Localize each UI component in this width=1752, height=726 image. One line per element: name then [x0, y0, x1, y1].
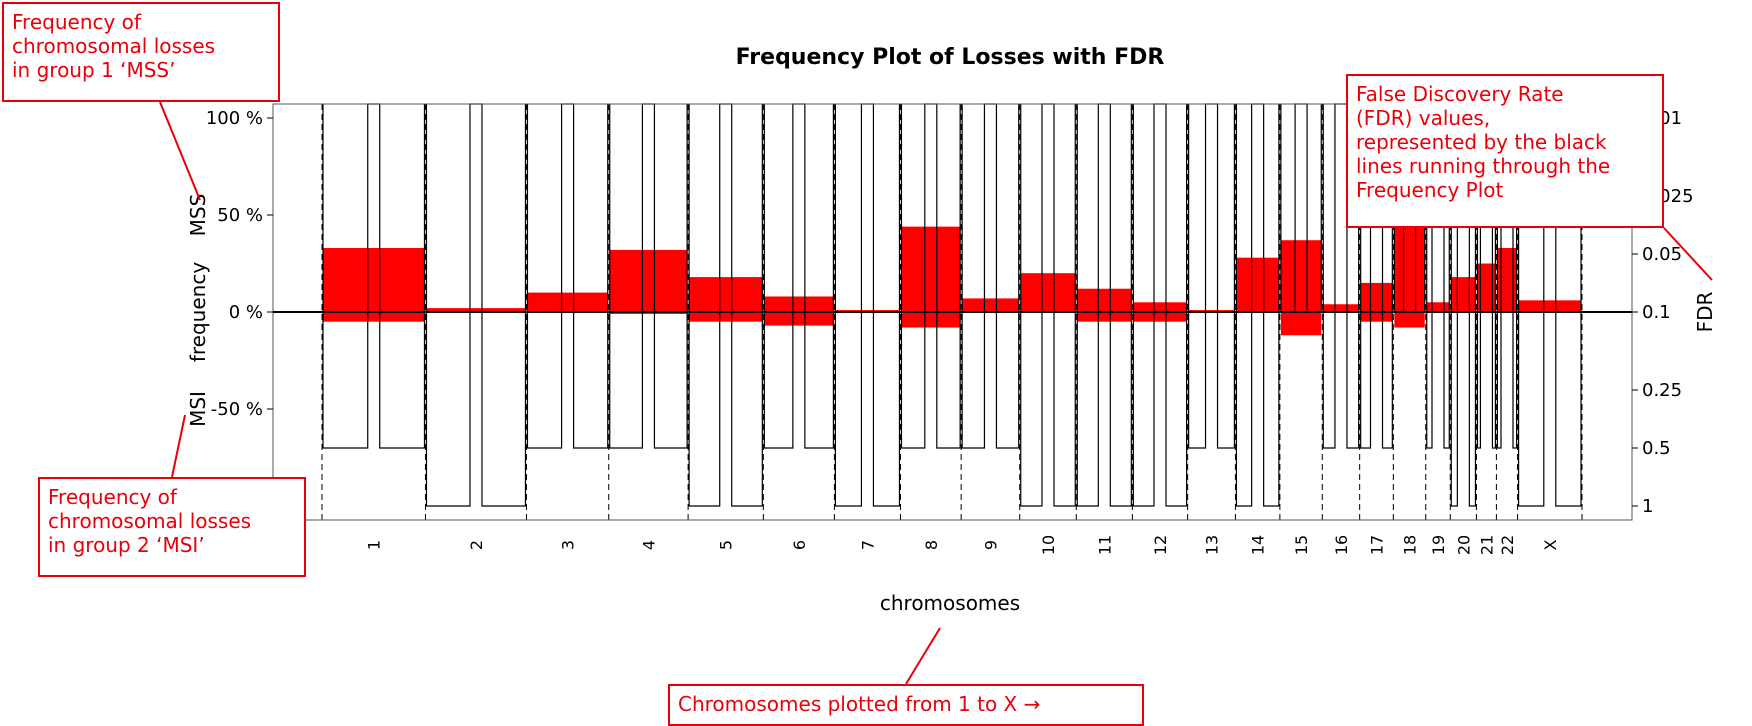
y-tick-label-3: -50 % — [211, 399, 263, 420]
fdr-tick-label-5: 0.5 — [1642, 438, 1671, 459]
chromosome-label-12: 12 — [1151, 535, 1170, 555]
chromosome-label-15: 15 — [1292, 535, 1311, 555]
mss-bar-3 — [527, 292, 608, 312]
chart-title: Frequency Plot of Losses with FDR — [736, 45, 1165, 70]
x-axis-label: chromosomes — [880, 591, 1020, 615]
chromosome-label-X: X — [1541, 539, 1560, 550]
callout-fdr: False Discovery Rate (FDR) values, repre… — [1346, 74, 1664, 228]
mss-bar-1 — [323, 247, 425, 312]
mss-bar-2 — [426, 308, 526, 312]
mss-bar-18 — [1394, 224, 1425, 312]
leader-msi — [171, 414, 186, 478]
fdr-line-6 — [763, 103, 834, 449]
mss-bar-5 — [689, 277, 763, 312]
fdr-axis-label: FDR — [1693, 292, 1717, 333]
mss-bar-9 — [962, 298, 1019, 312]
chromosome-label-18: 18 — [1401, 535, 1420, 555]
chromosome-label-6: 6 — [790, 540, 809, 550]
callout-msi: Frequency of chromosomal losses in group… — [38, 477, 306, 577]
msi-bar-6 — [764, 312, 834, 326]
msi-bar-17 — [1360, 312, 1393, 322]
mss-bar-15 — [1280, 240, 1322, 312]
fdr-line-3 — [526, 103, 609, 449]
mss-bar-22 — [1497, 247, 1517, 312]
msi-bar-15 — [1280, 312, 1322, 336]
msi-bar-18 — [1394, 312, 1425, 328]
chromosome-label-22: 22 — [1498, 535, 1517, 555]
fdr-tick-label-2: 0.05 — [1642, 244, 1682, 265]
fdr-tick-label-6: 1 — [1642, 496, 1653, 517]
chromosome-label-17: 17 — [1368, 535, 1387, 555]
mss-bar-6 — [764, 296, 834, 312]
mss-bar-19 — [1426, 302, 1450, 312]
mss-bar-17 — [1360, 282, 1393, 312]
mss-bar-16 — [1323, 304, 1359, 312]
y-tick-label-2: 0 % — [229, 302, 263, 323]
mss-bar-8 — [901, 226, 961, 312]
msi-bar-12 — [1133, 312, 1187, 322]
fdr-line-7 — [834, 103, 901, 507]
fdr-line-9 — [961, 103, 1020, 449]
chromosome-label-2: 2 — [467, 540, 486, 550]
msi-bar-11 — [1077, 312, 1132, 322]
leader-mss — [159, 101, 201, 201]
fdr-tick-label-4: 0.25 — [1642, 380, 1682, 401]
mss-bar-11 — [1077, 288, 1132, 312]
chromosome-label-9: 9 — [981, 540, 1000, 550]
chromosome-label-14: 14 — [1249, 535, 1268, 555]
chromosome-label-5: 5 — [717, 540, 736, 550]
chromosome-label-3: 3 — [559, 540, 578, 550]
mss-bar-14 — [1236, 257, 1279, 312]
y-tick-label-0: 100 % — [206, 108, 263, 129]
leader-fdr — [1663, 227, 1713, 281]
mss-bar-21 — [1477, 263, 1496, 312]
chromosome-label-19: 19 — [1429, 535, 1448, 555]
chromosome-label-10: 10 — [1039, 535, 1058, 555]
callout-chromosomes: Chromosomes plotted from 1 to X → — [668, 684, 1144, 726]
chromosome-label-16: 16 — [1332, 535, 1351, 555]
fdr-line-13 — [1188, 103, 1236, 449]
callout-mss: Frequency of chromosomal losses in group… — [2, 2, 280, 102]
mss-group-label: MSS — [186, 194, 210, 237]
mss-bar-4 — [609, 249, 688, 312]
chromosome-label-7: 7 — [858, 540, 877, 550]
mss-bar-12 — [1133, 302, 1187, 312]
mss-bar-20 — [1451, 277, 1476, 312]
y-axis-label: frequency — [186, 262, 210, 362]
fdr-line-2 — [425, 103, 527, 507]
chromosome-label-1: 1 — [365, 540, 384, 550]
msi-group-label: MSI — [186, 391, 210, 427]
msi-bar-5 — [689, 312, 763, 322]
chromosome-label-4: 4 — [639, 540, 658, 550]
leader-chromosomes — [905, 627, 941, 685]
y-tick-label-1: 50 % — [217, 205, 263, 226]
msi-bar-1 — [323, 312, 425, 322]
chromosome-label-20: 20 — [1454, 535, 1473, 555]
chromosome-label-13: 13 — [1203, 535, 1222, 555]
fdr-tick-label-3: 0.1 — [1642, 302, 1671, 323]
msi-bar-8 — [901, 312, 961, 328]
chromosome-label-11: 11 — [1095, 535, 1114, 555]
mss-bar-X — [1518, 300, 1581, 312]
chromosome-label-21: 21 — [1477, 535, 1496, 555]
chromosome-label-8: 8 — [922, 540, 941, 550]
mss-bar-10 — [1020, 273, 1076, 312]
